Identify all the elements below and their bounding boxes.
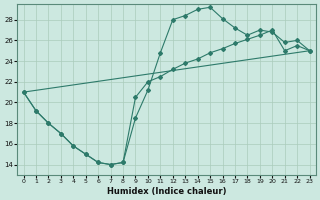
X-axis label: Humidex (Indice chaleur): Humidex (Indice chaleur) bbox=[107, 187, 226, 196]
